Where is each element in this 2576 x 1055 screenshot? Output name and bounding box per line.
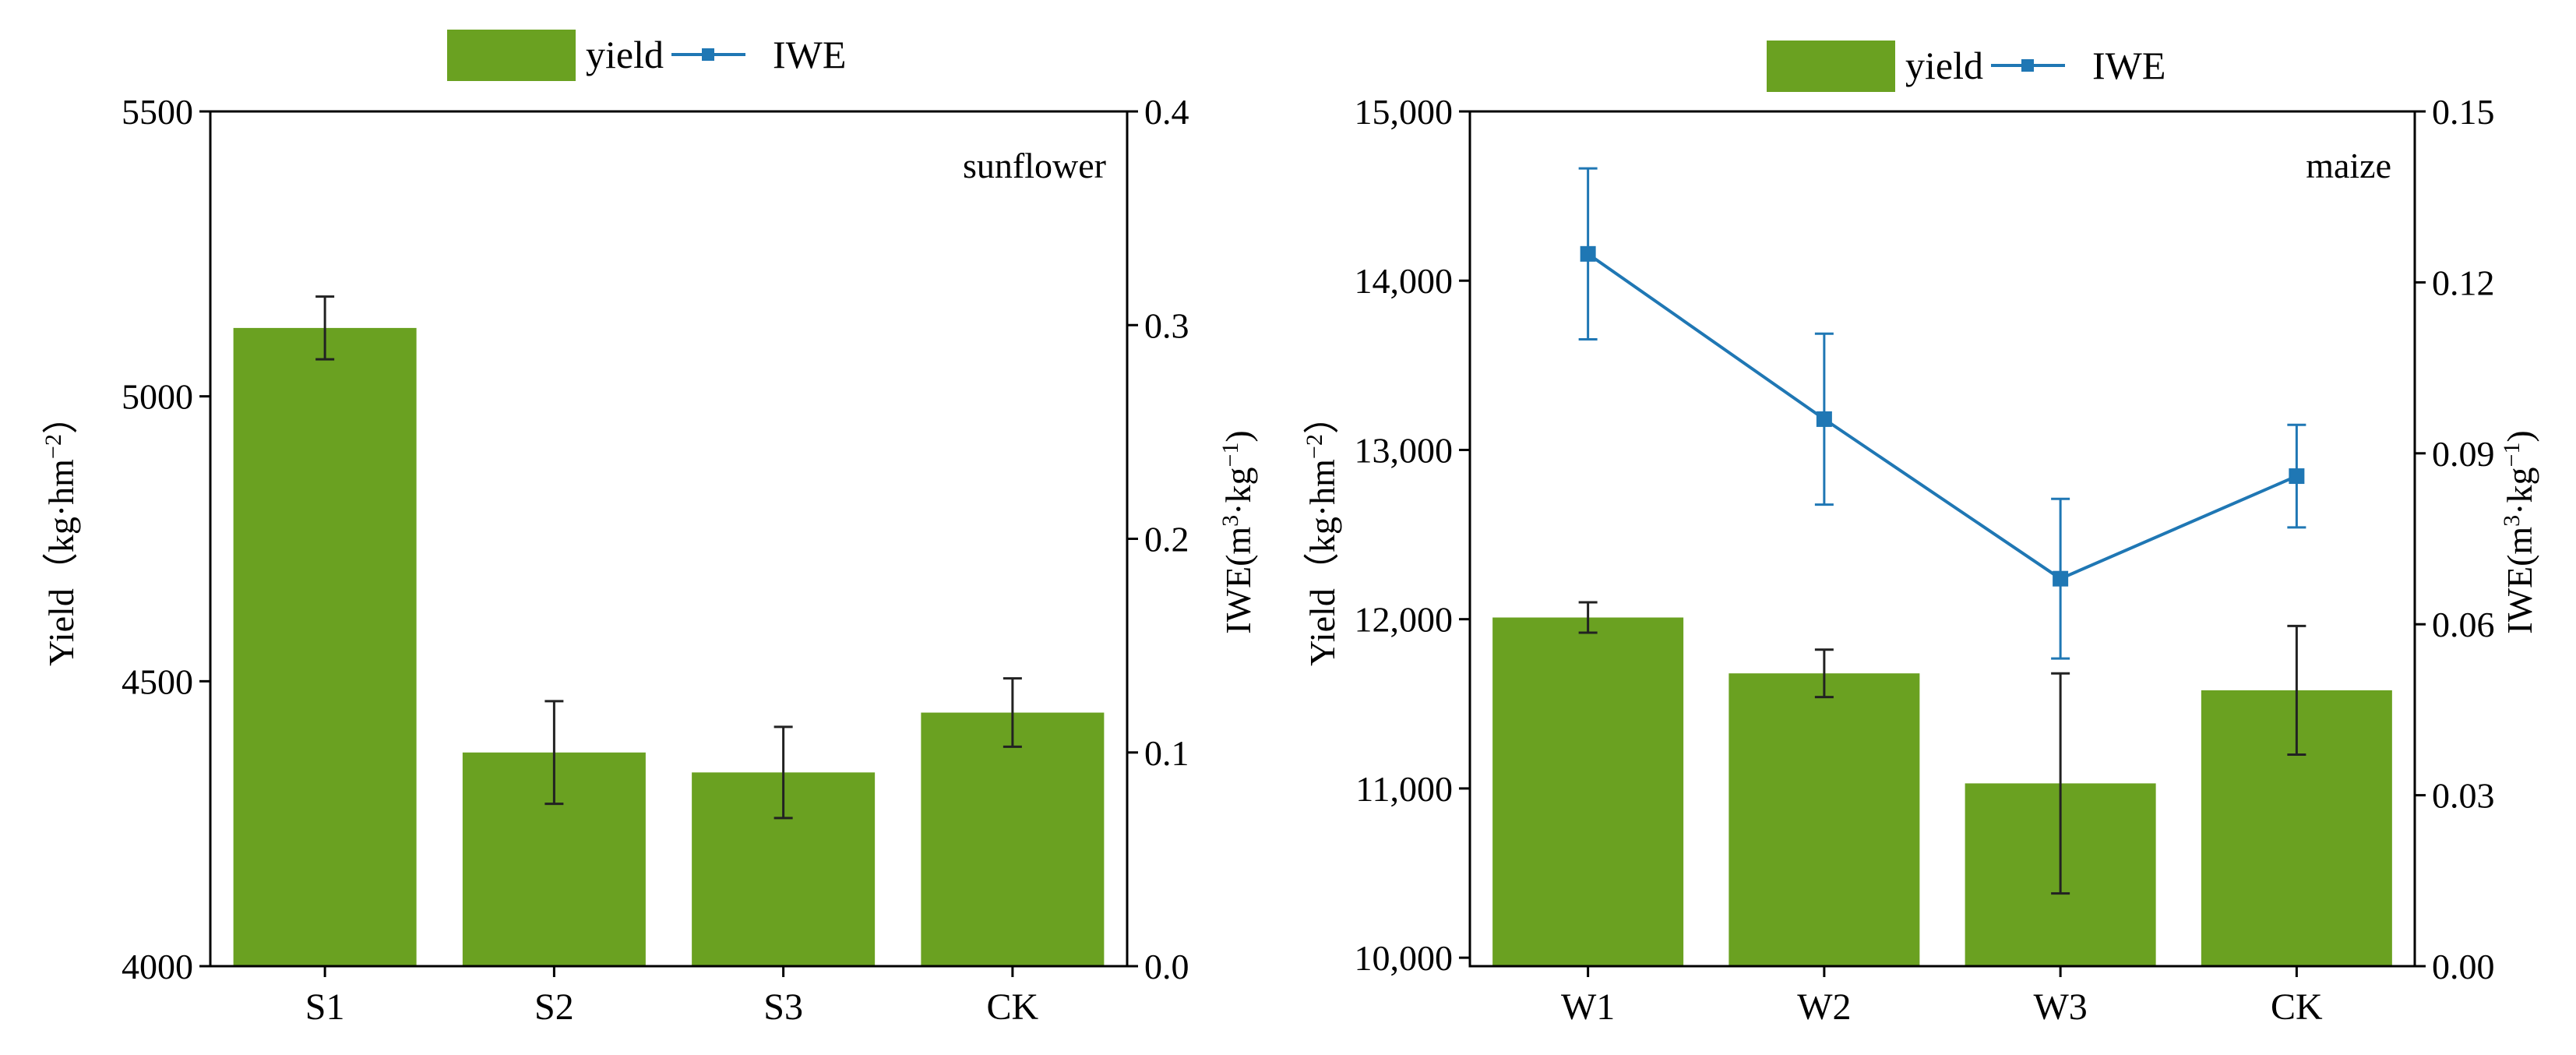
y2-tick-label: 0.03 [2432, 776, 2495, 816]
y-tick-label: 4000 [122, 947, 193, 986]
crop-annotation: maize [2306, 146, 2391, 185]
y2-tick-label: 0.06 [2432, 605, 2495, 644]
legend-right: yield IWE [1767, 41, 2165, 92]
y2-tick-label: 0.09 [2432, 434, 2495, 474]
y2-axis-title: IWE(m3·kg−1) [1218, 430, 1259, 634]
legend-line-marker [702, 48, 714, 61]
y-tick-label: 5500 [122, 92, 193, 132]
x-tick-label-W1: W1 [1561, 986, 1615, 1028]
y2-tick-label: 0.1 [1144, 733, 1189, 773]
chart-maize: Yield（kg·hm−2） IWE(m3·kg−1) 10,000 11,000… [1302, 92, 2540, 1028]
y-axis-title: Yield（kg·hm−2） [41, 398, 82, 666]
legend-bar-swatch [447, 30, 576, 81]
y-axis-title: Yield（kg·hm−2） [1302, 398, 1343, 666]
chart-sunflower: Yield（kg·hm−2） IWE(m3·kg−1) 4000 4500 5000… [41, 92, 1259, 1028]
y2-tick-label: 0.15 [2432, 92, 2495, 132]
y-tick-label: 12,000 [1355, 600, 1454, 640]
legend-iwe-label: IWE [773, 33, 846, 76]
bar-CK [921, 712, 1105, 966]
y2-tick-label: 0.12 [2432, 263, 2495, 302]
iwe-line [1587, 252, 2298, 580]
y2-tick-label: 0.2 [1144, 520, 1189, 559]
y2-tick-label: 0.0 [1144, 947, 1189, 986]
x-tick-label-S2: S2 [534, 986, 574, 1028]
y-tick-label: 10,000 [1355, 938, 1454, 978]
y-tick-label: 4500 [122, 662, 193, 701]
legend-line-marker [2021, 59, 2034, 72]
iwe-point-W1 [1580, 245, 1596, 262]
x-tick-label-W3: W3 [2033, 986, 2087, 1028]
x-tick-label-W2: W2 [1797, 986, 1851, 1028]
y2-tick-label: 0.00 [2432, 947, 2495, 986]
plot-frame [1468, 110, 2416, 968]
iwe-point-W2 [1816, 411, 1832, 427]
x-tick-label-S1: S1 [305, 986, 345, 1028]
y-tick-label: 11,000 [1355, 769, 1453, 809]
y-tick-label: 5000 [122, 377, 193, 417]
crop-annotation: sunflower [963, 146, 1106, 185]
x-tick-label-CK: CK [2271, 986, 2323, 1028]
x-tick-label-CK: CK [987, 986, 1039, 1028]
y2-tick-label: 0.3 [1144, 305, 1189, 345]
y-tick-label: 15,000 [1355, 92, 1454, 132]
legend-bar-swatch [1767, 41, 1895, 92]
legend-left: yield IWE [447, 30, 846, 81]
y2-axis-title: IWE(m3·kg−1) [2499, 430, 2540, 634]
y-tick-label: 14,000 [1355, 261, 1454, 301]
x-tick-label-S3: S3 [763, 986, 803, 1028]
legend-iwe-label: IWE [2092, 44, 2165, 87]
bar-W2 [1728, 673, 1920, 966]
bar-W1 [1492, 617, 1684, 966]
legend-yield-label: yield [586, 33, 664, 76]
y2-tick-label: 0.4 [1144, 92, 1189, 132]
legend-yield-label: yield [1905, 44, 1983, 87]
y-tick-label: 13,000 [1355, 430, 1454, 470]
bar-S1 [233, 327, 417, 966]
iwe-point-CK [2289, 468, 2305, 485]
iwe-point-W3 [2053, 570, 2069, 587]
